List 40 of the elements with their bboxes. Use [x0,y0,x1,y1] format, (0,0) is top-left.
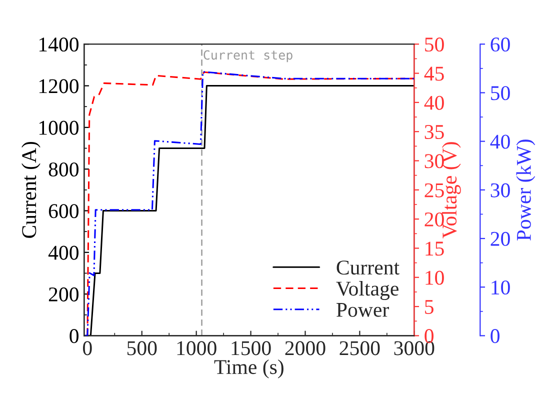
y2-tick-label: 15 [426,242,444,256]
x-tick-label: 1000 [177,341,216,356]
legend-label: Power [336,303,389,317]
legend-label: Voltage [336,281,398,300]
x-tick-label: 3000 [394,341,434,356]
y2-tick-label: 40 [424,96,444,110]
legend-label: Current [336,260,400,275]
y-tick-label: 200 [48,287,78,302]
y-tick-label: 1200 [39,79,78,94]
y-tick-label: 800 [48,162,78,177]
ref-line-label: Current step [204,50,292,62]
y2-tick-label: 10 [426,270,444,285]
y-tick-label: 1400 [39,38,78,52]
y-axis-title: Current (A) [22,142,40,238]
y3-tick-label: 40 [490,134,510,149]
y-tick-label: 600 [48,204,78,218]
y3-axis-title: Power (kW) [516,140,536,241]
y2-tick-label: 50 [425,38,444,52]
y2-tick-label: 20 [424,212,444,226]
y3-tick-label: 60 [490,38,510,52]
y3-tick-label: 0 [490,329,500,344]
y2-tick-label: 0 [424,329,434,344]
y3-tick-label: 20 [490,232,510,246]
x-tick-label: 2000 [285,341,326,356]
y-tick-label: 0 [70,329,78,344]
y-tick-label: 400 [48,246,78,260]
x-tick-label: 0 [83,341,92,356]
x-axis-title: Time (s) [214,359,284,378]
y2-tick-label: 30 [424,154,444,168]
y2-tick-label: 25 [424,183,444,198]
x-tick-label: 2500 [340,341,380,356]
y2-tick-label: 45 [424,66,444,81]
x-tick-label: 1500 [232,341,271,356]
y-tick-label: 1000 [39,120,78,135]
y3-tick-label: 10 [492,280,510,295]
x-tick-label: 500 [127,341,157,356]
y3-tick-label: 50 [491,86,510,100]
y2-tick-label: 35 [424,125,444,140]
y2-tick-label: 5 [425,300,434,314]
y3-tick-label: 30 [490,183,510,198]
